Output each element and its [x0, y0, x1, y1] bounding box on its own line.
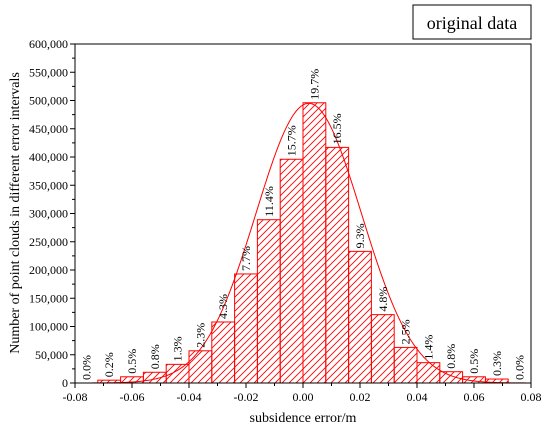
y-tick-label: 450,000: [29, 122, 68, 136]
percent-label: 1.4%: [421, 335, 435, 360]
y-tick-label: 350,000: [29, 178, 68, 192]
histogram-bar: [370, 314, 395, 384]
axes-group: -0.08 -0.06 -0.04 -0.02 0.00 0.02 0.04 0.06 0.08…: [29, 37, 542, 404]
x-tick-label: 0.04: [407, 390, 428, 404]
histogram-bar: [211, 321, 236, 384]
percent-label: 0.3%: [490, 351, 504, 376]
percent-label: 0.8%: [148, 344, 162, 369]
x-tick-label: -0.02: [234, 390, 259, 404]
histogram-bar: [165, 363, 190, 384]
percent-label: 0.2%: [102, 352, 116, 377]
percent-label: 11.4%: [262, 186, 276, 217]
x-tick-label: 0.00: [293, 390, 314, 404]
y-tick-label: 250,000: [29, 235, 68, 249]
percent-label: 0.8%: [444, 344, 458, 369]
x-axis-title: subsidence error/m: [250, 411, 357, 426]
y-tick-label: 600,000: [29, 37, 68, 51]
percent-label: 0.0%: [79, 355, 93, 380]
percent-label: 4.3%: [216, 294, 230, 319]
legend-box: [412, 4, 532, 40]
y-tick-label: 500,000: [29, 94, 68, 108]
y-tick-label: 300,000: [29, 207, 68, 221]
percent-label: 4.8%: [376, 287, 390, 312]
histogram-bar: [234, 273, 258, 384]
percent-label: 2.5%: [399, 319, 413, 344]
y-tick-label: 200,000: [29, 263, 68, 277]
histogram-bar: [439, 371, 464, 384]
histogram-bar: [325, 146, 350, 384]
percent-label: 9.3%: [353, 223, 367, 248]
percent-label: 2.3%: [193, 323, 207, 348]
percent-label: 1.3%: [171, 336, 185, 361]
x-tick-label: -0.08: [63, 390, 88, 404]
percent-label: 19.7%: [307, 69, 321, 100]
y-tick-label: 400,000: [29, 150, 68, 164]
percent-labels-group: 0.0% 0.2% 0.5% 0.8% 1.3% 2.3% 4.3% 7.7% 11.4% 15.…: [79, 69, 526, 380]
percent-label: 0.5%: [125, 349, 139, 374]
histogram-bar: [256, 219, 281, 384]
x-tick-label: 0.08: [521, 390, 542, 404]
y-axis-title: Number of point clouds in different erro…: [8, 72, 23, 354]
x-tick-label: 0.02: [350, 390, 371, 404]
legend: original data: [412, 4, 532, 40]
y-tick-label: 100,000: [29, 320, 68, 334]
histogram-bar: [142, 371, 167, 384]
y-tick-label: 150,000: [29, 291, 68, 305]
histogram-bar: [393, 346, 418, 384]
y-tick-label: 0: [62, 376, 68, 390]
histogram-bar: [348, 250, 372, 384]
histogram-bar: [188, 350, 213, 384]
x-tick-label: 0.06: [464, 390, 485, 404]
y-tick-label: 50,000: [35, 348, 68, 362]
percent-label: 7.7%: [239, 246, 253, 271]
bars-group: [97, 102, 509, 384]
legend-label: original data: [427, 13, 517, 33]
x-tick-label: -0.04: [177, 390, 202, 404]
y-tick-label: 550,000: [29, 65, 68, 79]
histogram-bar: [279, 158, 304, 384]
normal-fit-curve: [75, 102, 532, 384]
histogram-bar: [416, 362, 441, 384]
x-tick-label: -0.06: [120, 390, 145, 404]
percent-label: 0.0%: [513, 355, 527, 380]
percent-label: 16.5%: [330, 113, 344, 144]
percent-label: 0.5%: [467, 349, 481, 374]
percent-label: 15.7%: [285, 125, 299, 156]
histogram-bar: [302, 102, 327, 384]
